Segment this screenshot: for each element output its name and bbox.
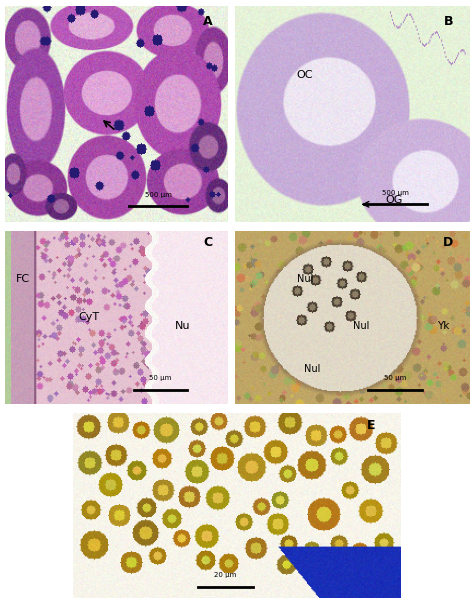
Text: 50 μm: 50 μm [384, 375, 407, 381]
Text: OG: OG [385, 195, 403, 205]
Text: 500 μm: 500 μm [145, 192, 172, 198]
Text: Nul: Nul [353, 321, 370, 331]
Text: Yk: Yk [437, 321, 450, 331]
Text: B: B [443, 15, 453, 28]
Text: CyT: CyT [79, 312, 100, 322]
Text: 50 μm: 50 μm [149, 375, 172, 381]
Text: D: D [443, 236, 453, 249]
Text: Nul: Nul [297, 274, 313, 284]
Text: Nul: Nul [304, 364, 320, 374]
Text: 500 μm: 500 μm [382, 190, 409, 195]
Text: A: A [203, 15, 212, 28]
Text: Nu: Nu [175, 321, 191, 331]
Text: OC: OC [297, 70, 313, 80]
Text: FC: FC [16, 274, 29, 284]
Text: C: C [203, 236, 212, 249]
Text: E: E [367, 419, 375, 432]
Text: 20 μm: 20 μm [214, 572, 237, 577]
